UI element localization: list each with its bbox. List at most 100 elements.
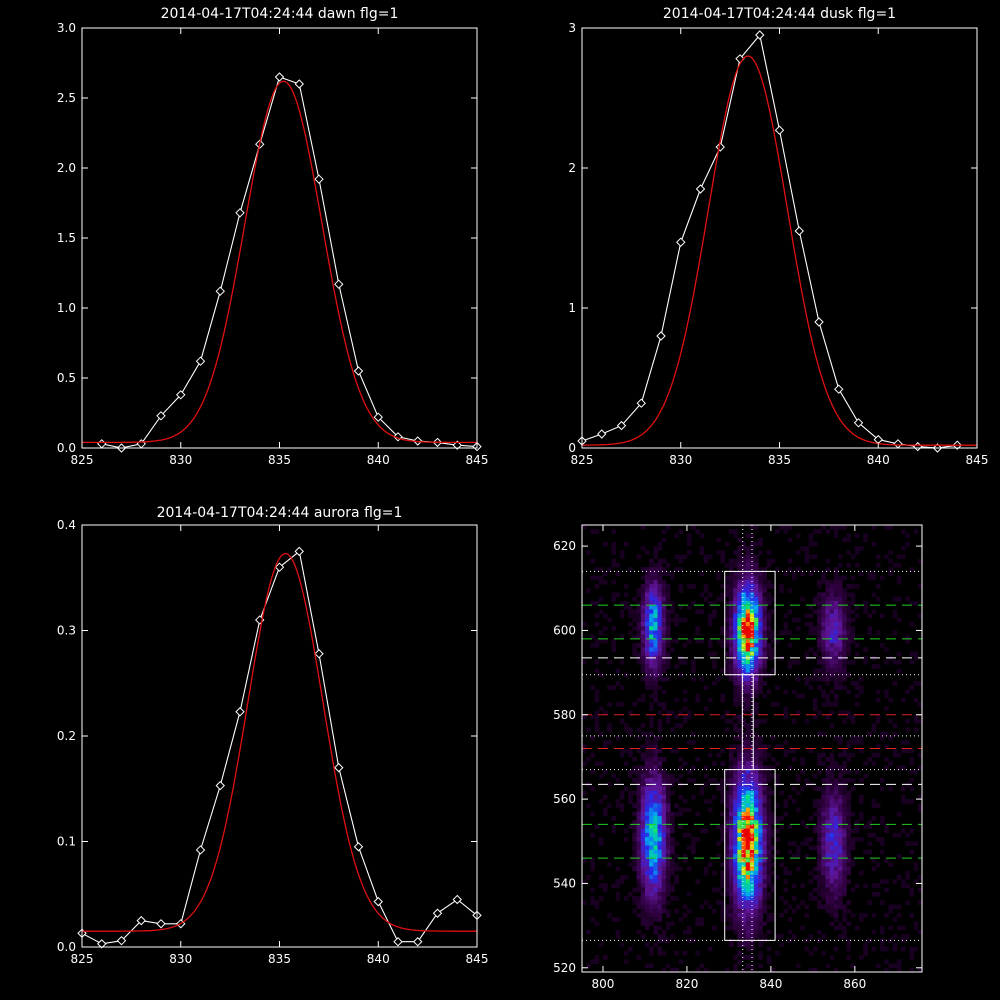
heatmap-cell <box>590 900 595 905</box>
heatmap-cell <box>783 626 789 631</box>
heatmap-cell <box>871 727 877 733</box>
heatmap-cell <box>892 879 898 884</box>
data-point-marker <box>294 546 304 557</box>
heatmap-cell <box>762 613 768 619</box>
heatmap-cell <box>754 571 759 577</box>
data-point-marker <box>235 707 245 717</box>
heatmap-cell <box>636 588 642 593</box>
heatmap-cell <box>880 613 885 619</box>
heatmap-cell <box>846 600 852 606</box>
heatmap-cell <box>636 617 642 623</box>
heatmap-cell <box>800 820 805 825</box>
heatmap-cell <box>632 824 637 830</box>
heatmap-cell <box>644 769 650 775</box>
heatmap-cell <box>842 858 847 863</box>
heatmap-cell <box>825 824 831 830</box>
heatmap-cell <box>838 588 843 593</box>
heatmap-cell <box>611 647 616 652</box>
heatmap-cell <box>846 638 852 644</box>
heatmap-cell <box>661 579 667 585</box>
heatmap-cell <box>623 723 629 728</box>
heatmap-cell <box>749 681 755 686</box>
heatmap-cell <box>640 858 646 863</box>
heatmap-cell <box>632 790 637 796</box>
heatmap-cell <box>640 912 646 918</box>
heatmap-cell <box>649 630 654 636</box>
heatmap-cell <box>741 773 747 779</box>
heatmap-cell <box>686 550 692 555</box>
heatmap-cell <box>657 584 663 589</box>
heatmap-cell <box>812 529 818 534</box>
heatmap-cell <box>850 626 856 631</box>
heatmap-cell <box>842 849 847 855</box>
heatmap-cell <box>859 546 864 551</box>
heatmap-cell <box>817 617 822 623</box>
heatmap-cell <box>749 621 755 627</box>
heatmap-cell <box>649 799 654 804</box>
heatmap-cell <box>804 681 810 686</box>
heatmap-cell <box>699 546 705 551</box>
heatmap-cell <box>670 837 675 842</box>
heatmap-cell <box>653 837 658 842</box>
heatmap-cell <box>875 837 881 842</box>
heatmap-cell <box>812 567 818 572</box>
heatmap-cell <box>741 718 747 724</box>
heatmap-cell <box>661 617 667 623</box>
heatmap-cell <box>712 887 717 893</box>
heatmap-cell <box>917 887 923 893</box>
heatmap-cell <box>817 626 822 631</box>
heatmap-cell <box>758 815 763 821</box>
heatmap-cell <box>749 613 755 619</box>
heatmap-cell <box>754 887 759 893</box>
heatmap-cell <box>741 676 747 682</box>
heatmap-cell <box>867 571 873 577</box>
heatmap-cell <box>733 811 738 817</box>
heatmap-cell <box>787 558 793 564</box>
heatmap-cell <box>733 955 738 960</box>
heatmap-cell <box>678 811 684 817</box>
heatmap-cell <box>657 605 663 610</box>
heatmap-cell <box>628 946 633 952</box>
heatmap-cell <box>703 967 709 973</box>
heatmap-cell <box>745 832 751 838</box>
heatmap-cell <box>640 659 646 665</box>
heatmap-cell <box>884 879 889 884</box>
heatmap-cell <box>745 799 751 804</box>
heatmap-cell <box>665 621 671 627</box>
heatmap-cell <box>825 786 831 792</box>
heatmap-cell <box>724 883 730 889</box>
heatmap-cell <box>594 761 600 766</box>
heatmap-cell <box>691 849 696 855</box>
heatmap-cell <box>665 600 671 606</box>
heatmap-cell <box>762 718 768 724</box>
heatmap-cell <box>640 605 646 610</box>
heatmap-cell <box>632 769 637 775</box>
heatmap-cell <box>707 799 713 804</box>
heatmap-cell <box>649 870 654 876</box>
heatmap-cell <box>762 681 768 686</box>
heatmap-cell <box>640 832 646 838</box>
heatmap-cell <box>623 748 629 754</box>
y-tick-label: 3.0 <box>57 21 76 35</box>
heatmap-cell <box>808 630 814 636</box>
heatmap-cell <box>728 718 734 724</box>
heatmap-cell <box>821 605 826 610</box>
heatmap-cell <box>825 891 831 897</box>
heatmap-cell <box>749 702 755 707</box>
heatmap-cell <box>653 908 658 914</box>
heatmap-cell <box>724 824 730 830</box>
heatmap-cell <box>787 748 793 754</box>
heatmap-cell <box>586 963 591 969</box>
heatmap-cell <box>670 858 675 863</box>
heatmap-cell <box>821 811 826 817</box>
heatmap-cell <box>733 858 738 863</box>
heatmap-cell <box>825 807 831 813</box>
heatmap-cell <box>901 799 906 804</box>
heatmap-cell <box>670 748 675 754</box>
heatmap-cell <box>741 824 747 830</box>
heatmap-cell <box>762 820 768 825</box>
heatmap-cell <box>833 664 839 669</box>
heatmap-cell <box>913 651 919 657</box>
heatmap-cell <box>850 638 856 644</box>
heatmap-cell <box>892 681 898 686</box>
